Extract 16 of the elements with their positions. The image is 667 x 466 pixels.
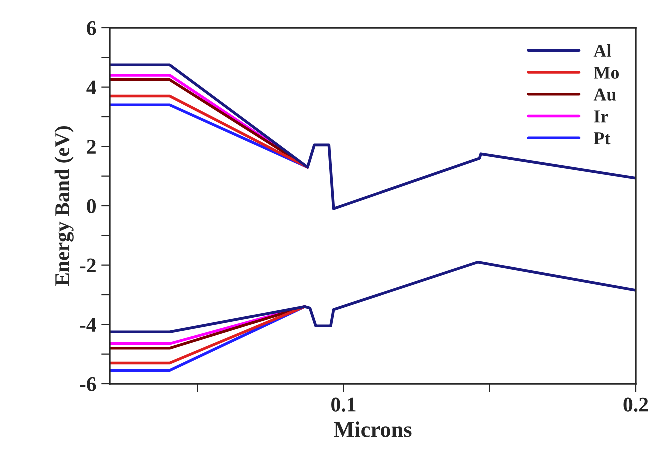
- legend-label: Au: [594, 88, 616, 101]
- y-axis-title: Energy Band (eV): [54, 126, 74, 286]
- y-tick-label: 6: [87, 21, 96, 36]
- y-tick-label: 2: [87, 140, 96, 154]
- y-tick-label: -2: [80, 258, 96, 273]
- legend-label: Pt: [594, 132, 611, 145]
- legend-label: Al: [594, 44, 612, 57]
- x-tick-label: 0.1: [332, 398, 356, 412]
- y-tick-label: -4: [80, 318, 96, 332]
- x-tick-label: 0.2: [624, 398, 648, 412]
- x-axis-title: Microns: [334, 422, 412, 438]
- legend-label: Mo: [594, 66, 620, 79]
- y-tick-label: -6: [80, 377, 96, 392]
- legend-label: Ir: [594, 110, 608, 123]
- y-tick-label: 0: [87, 199, 96, 214]
- y-tick-label: 4: [86, 80, 96, 95]
